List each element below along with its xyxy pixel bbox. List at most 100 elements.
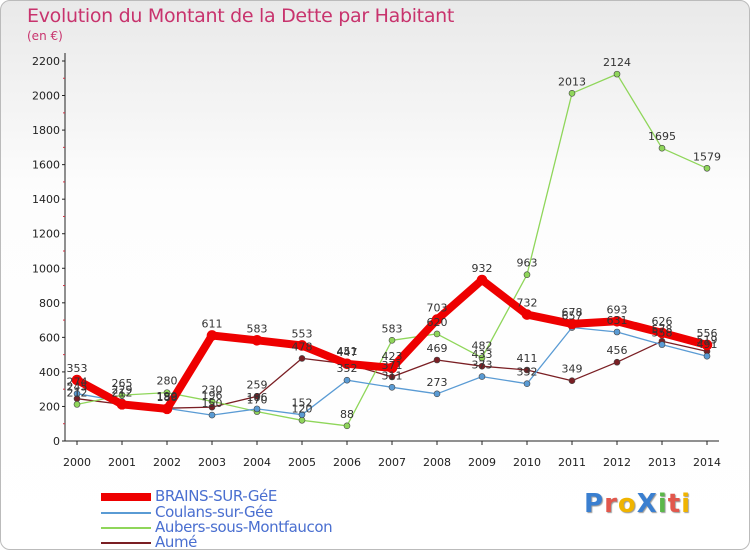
chart-title: Evolution du Montant de la Dette par Hab…	[27, 5, 455, 27]
y-tick-label: 1600	[32, 159, 60, 172]
legend-label: Aumé	[155, 533, 198, 550]
y-tick-label: 400	[39, 366, 60, 379]
data-label: 583	[382, 322, 403, 335]
data-label: 273	[427, 376, 448, 389]
data-label: 280	[157, 375, 178, 388]
data-label: 519	[697, 333, 718, 346]
data-label: 469	[427, 342, 448, 355]
data-point	[298, 416, 306, 424]
data-point	[478, 373, 486, 380]
data-point	[71, 374, 83, 386]
x-tick-label: 2005	[288, 456, 316, 469]
data-point	[703, 352, 711, 360]
data-label: 932	[472, 262, 493, 275]
data-point	[73, 390, 81, 397]
data-label: 626	[652, 315, 673, 328]
data-label: 578	[652, 323, 673, 336]
data-point	[568, 90, 576, 97]
data-label: 456	[607, 344, 628, 357]
data-point	[298, 411, 306, 419]
x-tick-label: 2003	[198, 456, 226, 469]
y-tick-label: 200	[39, 400, 60, 413]
data-label: 451	[337, 345, 358, 358]
data-label: 353	[67, 362, 88, 375]
y-tick-label: 0	[53, 435, 60, 448]
data-point	[523, 366, 531, 374]
data-point	[611, 315, 623, 327]
data-label: 558	[652, 327, 673, 340]
x-tick-label: 2000	[63, 456, 91, 469]
data-point	[658, 341, 666, 348]
data-point	[433, 356, 441, 364]
data-point	[568, 377, 576, 385]
x-tick-label: 2008	[423, 456, 451, 469]
data-point	[206, 330, 218, 341]
data-label: 189	[157, 390, 178, 403]
x-tick-label: 2004	[243, 456, 271, 469]
data-point	[703, 164, 711, 172]
data-point	[523, 271, 531, 278]
data-point	[613, 70, 621, 78]
data-point	[566, 318, 578, 330]
data-label: 150	[202, 397, 223, 410]
data-label: 703	[427, 302, 448, 315]
data-label: 556	[697, 327, 718, 340]
data-label: 657	[562, 310, 583, 323]
data-point	[386, 362, 398, 374]
data-label: 373	[472, 359, 493, 372]
data-point	[388, 373, 396, 381]
data-label: 482	[472, 340, 493, 353]
data-point	[388, 383, 396, 391]
data-point	[476, 274, 488, 286]
data-label: 371	[382, 359, 403, 372]
data-label: 732	[517, 297, 538, 310]
data-point	[341, 358, 353, 370]
data-point	[253, 392, 261, 400]
data-point	[521, 309, 533, 320]
data-label: 693	[607, 303, 628, 316]
x-tick-label: 2006	[333, 456, 361, 469]
data-label: 186	[247, 391, 268, 404]
data-point	[343, 422, 351, 430]
data-label: 423	[382, 350, 403, 363]
data-point	[388, 336, 396, 344]
data-label: 152	[292, 397, 313, 410]
data-label: 447	[337, 346, 358, 359]
legend-label: BRAINS-SUR-GéE	[155, 487, 277, 505]
data-label: 259	[247, 378, 268, 391]
data-label: 491	[697, 338, 718, 351]
data-point	[433, 330, 441, 338]
data-point	[161, 403, 173, 415]
legend-label: Aubers-sous-Montfaucon	[155, 518, 333, 536]
data-label: 620	[427, 316, 448, 329]
data-label: 349	[562, 363, 583, 376]
data-label: 611	[202, 317, 223, 330]
y-tick-label: 1800	[32, 124, 60, 137]
y-tick-label: 2000	[32, 90, 60, 103]
data-point	[253, 405, 261, 413]
data-label: 170	[247, 394, 268, 407]
y-tick-label: 1200	[32, 228, 60, 241]
data-point	[523, 380, 531, 387]
data-point	[163, 389, 171, 396]
data-point	[73, 401, 81, 408]
legend-swatch	[101, 493, 151, 501]
data-point	[343, 376, 351, 384]
data-label: 2013	[558, 75, 586, 88]
data-label: 1579	[693, 150, 721, 163]
data-label: 2124	[603, 56, 631, 69]
data-point	[433, 390, 441, 398]
data-point	[656, 327, 668, 339]
data-label: 186	[157, 391, 178, 404]
data-label: 196	[202, 389, 223, 402]
x-tick-label: 2009	[468, 456, 496, 469]
data-label: 1695	[648, 130, 676, 143]
x-tick-label: 2014	[693, 456, 721, 469]
data-label: 478	[292, 340, 313, 353]
data-label: 230	[202, 383, 223, 396]
data-label: 120	[292, 402, 313, 415]
data-label: 311	[382, 369, 403, 382]
data-point	[658, 144, 666, 152]
